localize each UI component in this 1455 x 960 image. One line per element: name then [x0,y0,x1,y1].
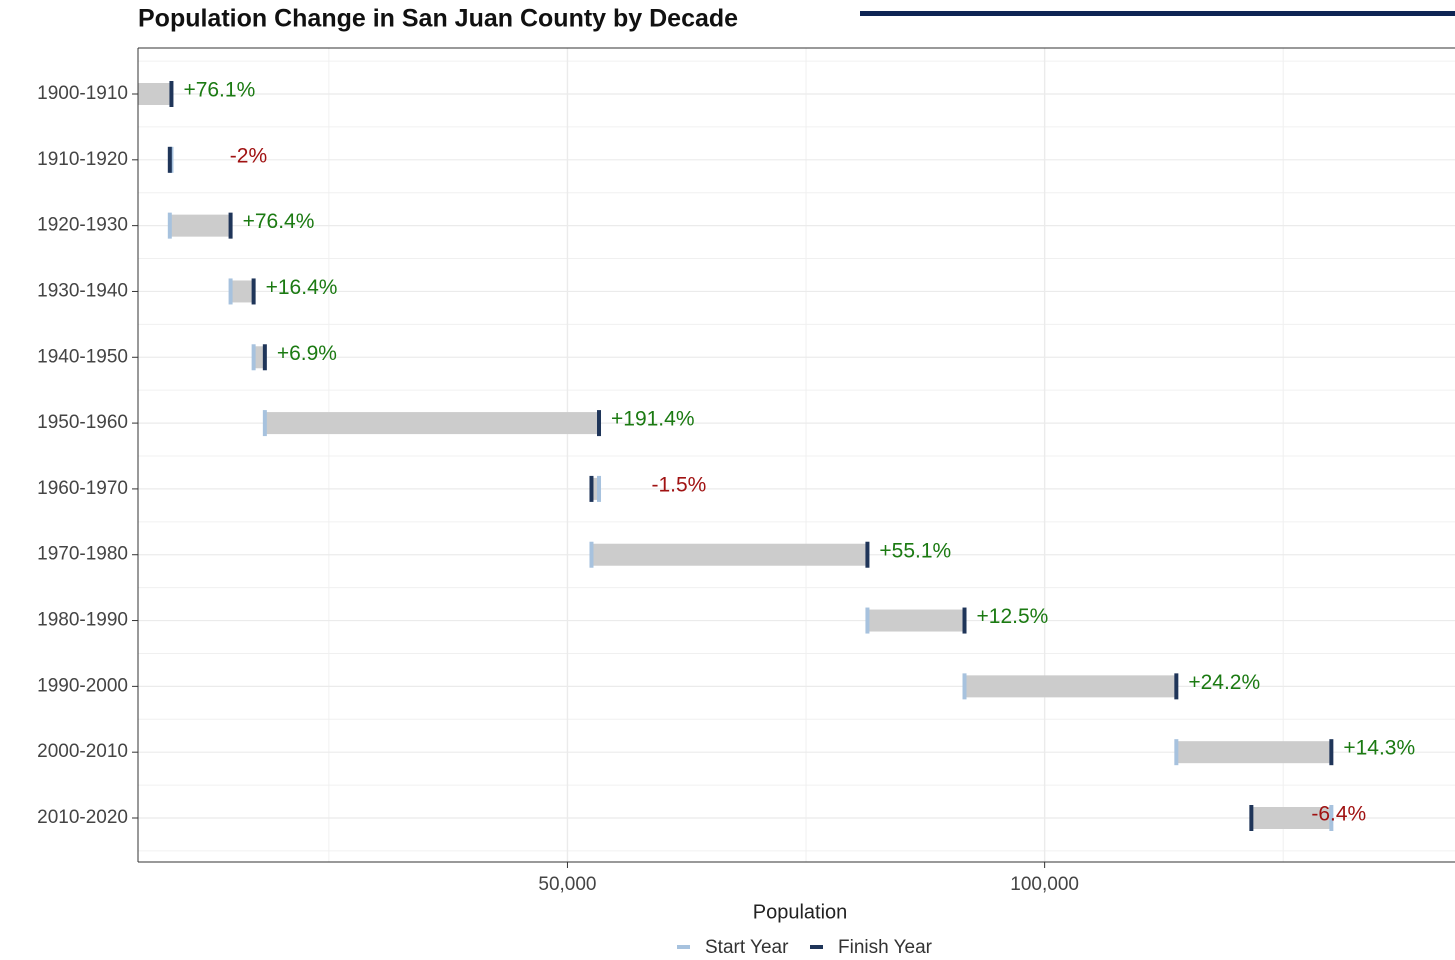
finish-marker [251,278,256,305]
legend-label: Finish Year [838,937,933,958]
start-marker [262,410,267,437]
y-tick-label: 2010-2020 [37,807,128,828]
marks [138,81,1334,831]
start-marker [228,278,233,305]
y-tick-label: 1990-2000 [37,675,128,696]
range-bar [230,280,254,303]
range-bar [867,609,965,632]
change-label: +12.5% [977,605,1049,628]
range-bar [138,83,172,105]
y-tick-label: 1960-1970 [37,478,128,499]
start-marker [167,212,172,239]
y-tick-label: 1950-1960 [37,412,128,433]
change-label: +14.3% [1343,737,1415,760]
start-marker [865,607,870,634]
range-bar [264,412,600,435]
start-marker [251,344,256,371]
finish-marker [228,212,233,239]
x-axis-label: Population [753,901,848,923]
grid [138,48,1455,862]
y-tick-label: 2000-2010 [37,741,128,762]
change-label: -1.5% [651,473,706,496]
start-marker [589,541,594,568]
x-tick-label: 50,000 [538,874,596,895]
start-marker [1174,739,1179,766]
change-label: -2% [230,144,267,167]
finish-marker [1329,739,1334,766]
finish-marker [597,410,602,437]
start-marker [597,475,602,502]
range-bar [253,346,265,369]
finish-marker [962,607,967,634]
legend-swatch [677,945,690,949]
range-bar [169,214,231,237]
change-label: +76.4% [243,210,315,233]
finish-marker [589,475,594,502]
start-marker [1329,805,1334,831]
change-label: -6.4% [1311,803,1366,826]
change-label: +55.1% [879,539,951,562]
legend-swatch [810,945,823,949]
range-bar [1176,741,1332,764]
range-bar [591,477,600,500]
change-label: +24.2% [1188,671,1260,694]
range-bar [591,543,868,566]
change-label: +76.1% [183,79,255,102]
y-tick-label: 1900-1910 [37,83,128,104]
finish-marker [167,146,172,173]
change-label: +16.4% [266,276,338,299]
start-marker [962,673,967,700]
title-rule [860,11,1455,16]
finish-marker [1174,673,1179,700]
finish-marker [169,81,174,107]
y-tick-label: 1940-1950 [37,346,128,367]
y-tick-label: 1910-1920 [37,149,128,170]
y-tick-label: 1970-1980 [37,544,128,565]
y-tick-label: 1930-1940 [37,280,128,301]
x-tick-label: 100,000 [1010,874,1079,895]
chart-title: Population Change in San Juan County by … [138,5,738,33]
range-bar [964,675,1177,698]
y-tick-label: 1980-1990 [37,610,128,631]
change-label: +6.9% [277,342,337,365]
finish-marker [262,344,267,371]
range-bar [1251,807,1332,829]
finish-marker [1249,805,1254,831]
legend-label: Start Year [705,937,789,958]
y-tick-label: 1920-1930 [37,215,128,236]
change-label: +191.4% [611,408,695,431]
finish-marker [865,541,870,568]
